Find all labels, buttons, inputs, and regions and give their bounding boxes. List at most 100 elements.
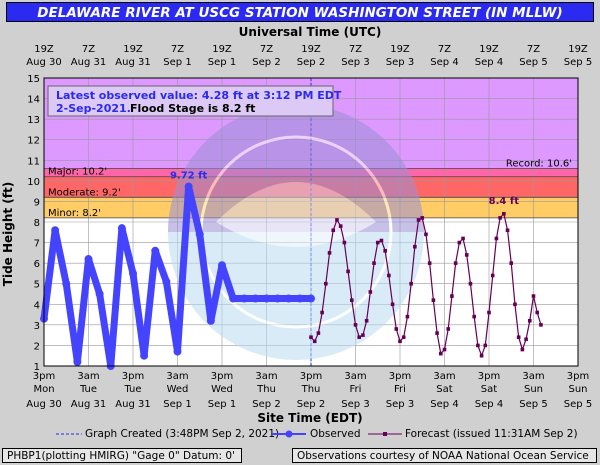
- forecast-point: [375, 240, 380, 245]
- y-axis-title: Tide Height (ft): [1, 182, 15, 286]
- observed-point: [84, 255, 93, 264]
- top-tick-time: 19Z: [212, 44, 232, 55]
- forecast-point: [405, 314, 410, 319]
- bottom-tick-date: Aug 31: [71, 399, 106, 410]
- bottom-tick-date: Sep 2: [252, 399, 280, 410]
- forecast-point: [524, 337, 528, 342]
- forecast-point: [372, 261, 376, 265]
- forecast-point: [420, 216, 425, 220]
- forecast-point: [320, 310, 324, 315]
- forecast-point: [413, 244, 417, 249]
- observed-point: [195, 230, 204, 239]
- bottom-tick-time: 3pm: [122, 371, 144, 382]
- forecast-point: [505, 228, 510, 233]
- forecast-point: [409, 281, 413, 286]
- top-tick-time: 19Z: [34, 44, 54, 55]
- forecast-point: [309, 335, 313, 339]
- legend-observed-icon: [272, 430, 306, 438]
- y-tick-label: 4: [34, 300, 40, 311]
- top-tick-date: Sep 2: [297, 57, 325, 68]
- top-tick-time: 7Z: [349, 44, 362, 55]
- forecast-point: [509, 261, 514, 265]
- observed-point: [295, 294, 304, 303]
- top-tick-date: Aug 31: [71, 57, 106, 68]
- y-tick-label: 13: [27, 115, 40, 126]
- bottom-tick-time: 3pm: [300, 371, 322, 382]
- bottom-tick-date: Sep 1: [163, 399, 191, 410]
- forecast-point: [531, 294, 536, 298]
- bottom-tick-time: 3am: [344, 371, 366, 382]
- forecast-point: [535, 310, 540, 315]
- top-tick-time: 7Z: [527, 44, 540, 55]
- forecast-point: [479, 353, 484, 358]
- forecast-point: [424, 232, 428, 237]
- forecast-point: [387, 273, 391, 278]
- y-tick-label: 8: [34, 218, 40, 229]
- top-tick-time: 19Z: [123, 44, 143, 55]
- observed-peak-label: 9.72 ft: [170, 171, 208, 182]
- bottom-tick-day: Tue: [79, 384, 97, 395]
- bottom-tick-time: 3pm: [478, 371, 500, 382]
- forecast-point: [539, 323, 543, 327]
- bottom-tick-date: Aug 30: [26, 399, 61, 410]
- forecast-point: [368, 290, 373, 294]
- observed-point: [129, 269, 137, 278]
- observed-point: [218, 261, 226, 270]
- forecast-point: [453, 261, 458, 265]
- datum-box: PHBP1(plotting HMIRG) "Gage 0" Datum: 0': [2, 448, 242, 463]
- top-tick-date: Sep 3: [386, 57, 414, 68]
- info-box: [47, 85, 334, 117]
- top-tick-time: 7Z: [82, 44, 95, 55]
- forecast-point: [349, 298, 354, 302]
- top-tick-time: 19Z: [479, 44, 499, 55]
- bottom-tick-time: 3am: [166, 371, 188, 382]
- bottom-tick-day: Wed: [211, 384, 233, 395]
- top-tick-time: 19Z: [568, 44, 588, 55]
- forecast-point: [472, 314, 476, 319]
- observed-point: [162, 277, 171, 286]
- forecast-point: [342, 240, 347, 245]
- forecast-point: [464, 253, 469, 257]
- observed-point: [251, 294, 260, 303]
- bottom-tick-day: Sat: [481, 384, 497, 395]
- top-tick-time: 19Z: [390, 44, 410, 55]
- bottom-tick-day: Thu: [256, 384, 276, 395]
- forecast-point: [490, 273, 495, 278]
- forecast-point: [364, 318, 369, 323]
- bottom-tick-date: Sep 4: [430, 399, 458, 410]
- top-tick-time: 7Z: [438, 44, 451, 55]
- observed-point: [184, 182, 193, 191]
- chart-title: DELAWARE RIVER AT USCG STATION WASHINGTO…: [6, 2, 594, 22]
- forecast-point: [416, 218, 421, 222]
- observed-point: [229, 294, 238, 303]
- bottom-tick-date: Sep 4: [475, 399, 503, 410]
- top-tick-date: Sep 1: [208, 57, 236, 68]
- observed-point: [117, 224, 126, 233]
- forecast-point: [327, 251, 332, 255]
- forecast-point: [476, 343, 480, 348]
- bottom-tick-date: Sep 1: [208, 399, 236, 410]
- forecast-point: [457, 240, 462, 245]
- y-tick-label: 5: [34, 280, 40, 291]
- bottom-tick-day: Sun: [568, 384, 587, 395]
- y-tick-label: 15: [27, 74, 40, 85]
- forecast-point: [483, 343, 488, 348]
- top-tick-date: Aug 30: [26, 57, 61, 68]
- forecast-point: [431, 298, 436, 302]
- forecast-point: [498, 216, 502, 220]
- top-tick-date: Sep 5: [519, 57, 547, 68]
- top-tick-time: 7Z: [171, 44, 184, 55]
- top-tick-date: Sep 5: [564, 57, 592, 68]
- forecast-point: [324, 281, 328, 286]
- forecast-point: [357, 335, 362, 339]
- legend: Graph Created (3:48PM Sep 2, 2021) Obser…: [0, 427, 600, 443]
- bottom-tick-day: Thu: [301, 384, 321, 395]
- forecast-point: [394, 327, 399, 331]
- major-stage-label: Major: 10.2': [48, 167, 107, 178]
- forecast-point: [435, 331, 439, 335]
- bottom-tick-time: 3pm: [33, 371, 55, 382]
- bottom-tick-time: 3am: [77, 371, 99, 382]
- legend-observed-label: Observed: [310, 428, 361, 440]
- forecast-point: [361, 333, 365, 337]
- forecast-point: [312, 339, 317, 344]
